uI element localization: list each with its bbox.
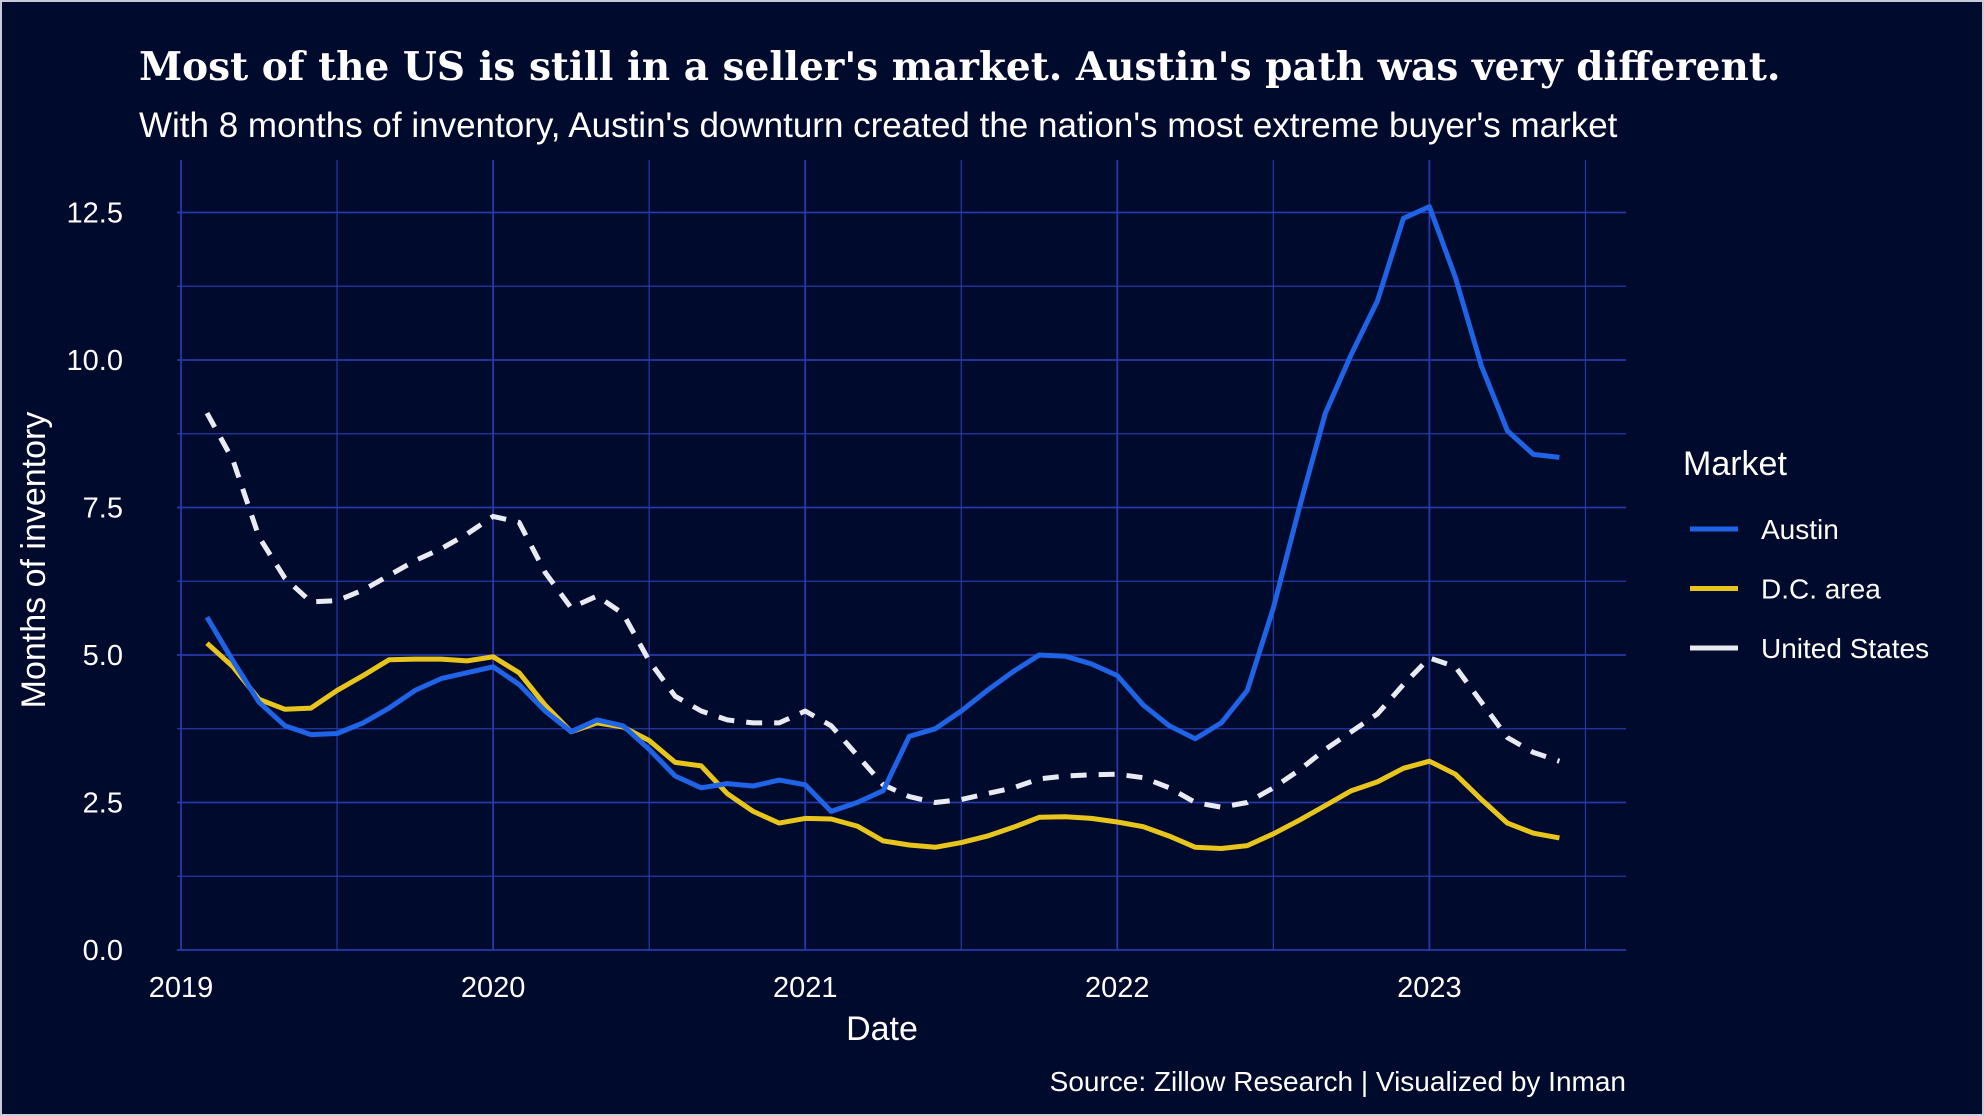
x-tick-label: 2020 xyxy=(461,972,526,1004)
y-tick-label: 12.5 xyxy=(67,198,123,230)
y-tick-label: 10.0 xyxy=(67,345,123,377)
y-axis-ticks: 0.0 2.5 5.0 7.5 10.0 12.5 xyxy=(67,198,123,968)
y-tick-label: 7.5 xyxy=(83,493,123,525)
x-axis-ticks: 2019 2020 2021 2022 2023 xyxy=(149,972,1462,1004)
legend-title: Market xyxy=(1683,445,1787,483)
legend-label: D.C. area xyxy=(1761,574,1881,605)
y-tick-label: 5.0 xyxy=(83,640,123,672)
legend: Market Austin D.C. area United States xyxy=(1683,445,1929,664)
chart-subtitle: With 8 months of inventory, Austin's dow… xyxy=(139,106,1618,145)
legend-label: Austin xyxy=(1761,514,1839,545)
x-axis-label: Date xyxy=(846,1010,918,1048)
source-caption: Source: Zillow Research | Visualized by … xyxy=(1050,1066,1626,1097)
x-tick-label: 2021 xyxy=(773,972,838,1004)
grid xyxy=(177,160,1626,951)
y-tick-label: 0.0 xyxy=(83,935,123,967)
series-line-united-states xyxy=(204,411,1561,810)
x-tick-label: 2019 xyxy=(149,972,214,1004)
series-lines xyxy=(204,204,1561,851)
legend-label: United States xyxy=(1761,633,1929,664)
series-line-d-c-area xyxy=(205,641,1560,851)
y-axis-label: Months of inventory xyxy=(15,412,53,709)
chart-title: Most of the US is still in a seller's ma… xyxy=(139,44,1781,90)
x-tick-label: 2023 xyxy=(1397,972,1462,1004)
y-tick-label: 2.5 xyxy=(83,788,123,820)
series-line-austin xyxy=(204,204,1560,814)
x-tick-label: 2022 xyxy=(1085,972,1150,1004)
